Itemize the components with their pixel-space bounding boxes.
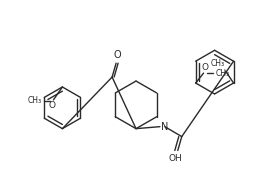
Text: OH: OH: [169, 154, 183, 163]
Text: O: O: [49, 101, 56, 110]
Text: O: O: [113, 50, 121, 60]
Text: CH₃: CH₃: [27, 96, 42, 105]
Text: N: N: [161, 122, 168, 132]
Text: O: O: [201, 63, 208, 72]
Text: CH₃: CH₃: [211, 59, 225, 68]
Text: CH₃: CH₃: [215, 69, 230, 78]
